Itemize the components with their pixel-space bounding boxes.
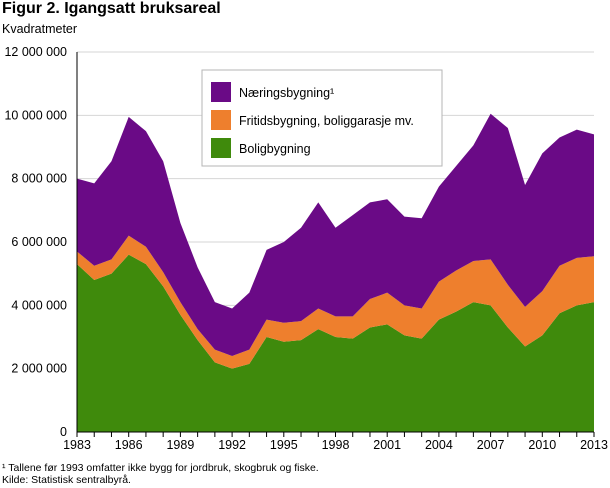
x-tick-label: 2010: [528, 438, 556, 452]
y-tick-label: 12 000 000: [4, 45, 67, 59]
x-tick-label: 1995: [270, 438, 298, 452]
area-bolig: [77, 254, 594, 432]
y-axis-label: Kvadratmeter: [2, 22, 78, 36]
legend-swatch-fritid: [211, 110, 231, 130]
x-tick-label: 2001: [373, 438, 401, 452]
y-tick-label: 8 000 000: [11, 172, 67, 186]
y-tick-label: 10 000 000: [4, 108, 67, 122]
x-tick-label: 1998: [322, 438, 350, 452]
legend: Næringsbygning¹ Fritidsbygning, boliggara…: [201, 69, 443, 167]
area-series: [77, 113, 594, 432]
legend-box: [201, 69, 443, 167]
area-naering: [77, 113, 594, 356]
legend-label-naering: Næringsbygning¹: [239, 86, 334, 100]
axes: 0 2 000 000 4 000 000 6 000 000 8 000 000 10 …: [4, 45, 608, 452]
x-tick-label: 2013: [580, 438, 608, 452]
x-tick-label: 1986: [115, 438, 143, 452]
x-tick-label: 1992: [218, 438, 246, 452]
x-tick-label: 1989: [166, 438, 194, 452]
chart-title: Figur 2. Igangsatt bruksareal: [2, 0, 221, 17]
y-tick-label: 2 000 000: [11, 362, 67, 376]
footnote: ¹ Tallene før 1993 omfatter ikke bygg fo…: [2, 462, 319, 474]
x-tick-label: 2004: [425, 438, 453, 452]
x-tick-label: 1983: [63, 438, 91, 452]
y-tick-label: 4 000 000: [11, 298, 67, 312]
y-tick-label: 0: [60, 425, 67, 439]
y-tick-label: 6 000 000: [11, 235, 67, 249]
area-chart: 0 2 000 000 4 000 000 6 000 000 8 000 000 10 …: [4, 45, 608, 452]
x-tick-label: 2007: [477, 438, 505, 452]
area-fritid: [77, 235, 594, 369]
legend-swatch-bolig: [211, 138, 231, 158]
legend-swatch-naering: [211, 82, 231, 102]
legend-label-fritid: Fritidsbygning, boliggarasje mv.: [239, 114, 414, 128]
source-note: Kilde: Statistisk sentralbyrå.: [2, 474, 131, 486]
legend-label-bolig: Boligbygning: [239, 142, 311, 156]
